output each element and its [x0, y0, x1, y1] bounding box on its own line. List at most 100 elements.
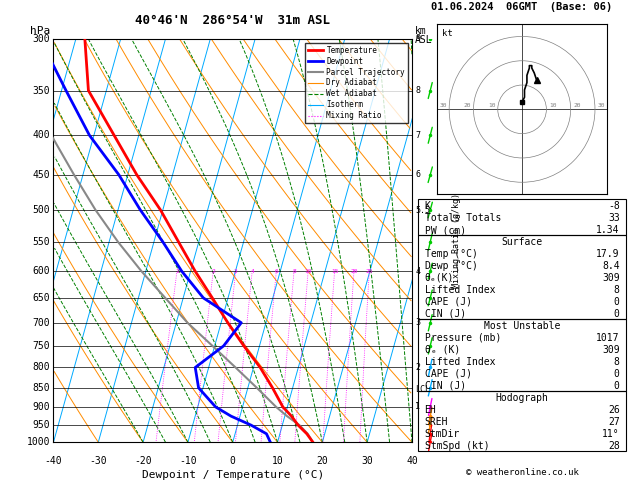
Text: 2: 2 [415, 363, 420, 372]
Text: 450: 450 [33, 170, 50, 180]
Text: 650: 650 [33, 293, 50, 303]
Text: 3: 3 [234, 269, 238, 274]
Text: 309: 309 [602, 273, 620, 283]
Text: 400: 400 [33, 130, 50, 140]
Text: CIN (J): CIN (J) [425, 381, 465, 391]
Text: 20: 20 [573, 103, 581, 108]
Text: 11°: 11° [602, 429, 620, 439]
Text: Surface: Surface [501, 237, 543, 247]
Text: 10: 10 [304, 269, 312, 274]
Text: 4: 4 [250, 269, 254, 274]
Text: Mixing Ratio (g/kg): Mixing Ratio (g/kg) [452, 193, 460, 288]
Text: 9: 9 [415, 35, 420, 43]
Text: 10: 10 [272, 456, 284, 467]
Text: 1: 1 [415, 402, 420, 412]
Text: 8: 8 [614, 357, 620, 367]
Text: 8: 8 [415, 86, 420, 95]
Text: 15: 15 [331, 269, 338, 274]
Text: -40: -40 [45, 456, 62, 467]
Legend: Temperature, Dewpoint, Parcel Trajectory, Dry Adiabat, Wet Adiabat, Isotherm, Mi: Temperature, Dewpoint, Parcel Trajectory… [305, 43, 408, 123]
Text: 0: 0 [614, 297, 620, 307]
Text: 4: 4 [415, 267, 420, 276]
Text: km: km [415, 26, 427, 36]
Text: θₑ (K): θₑ (K) [425, 345, 460, 355]
Text: 1: 1 [175, 269, 179, 274]
Bar [418, 319, 626, 391]
Text: 40: 40 [406, 456, 418, 467]
Text: 350: 350 [33, 86, 50, 96]
Text: Dewp (°C): Dewp (°C) [425, 261, 477, 271]
Text: Lifted Index: Lifted Index [425, 357, 495, 367]
Text: 1.34: 1.34 [596, 225, 620, 235]
Text: -20: -20 [134, 456, 152, 467]
Text: CIN (J): CIN (J) [425, 309, 465, 319]
Text: 6: 6 [415, 170, 420, 179]
Text: θₑ(K): θₑ(K) [425, 273, 454, 283]
Text: 6: 6 [274, 269, 278, 274]
Text: 800: 800 [33, 363, 50, 372]
Text: 30: 30 [439, 103, 447, 108]
Text: 01.06.2024  06GMT  (Base: 06): 01.06.2024 06GMT (Base: 06) [431, 2, 613, 12]
Text: 20: 20 [316, 456, 328, 467]
Text: 26: 26 [608, 405, 620, 415]
Text: © weatheronline.co.uk: © weatheronline.co.uk [465, 468, 579, 477]
Text: Pressure (mb): Pressure (mb) [425, 333, 501, 343]
Text: Lifted Index: Lifted Index [425, 285, 495, 295]
Text: 20: 20 [464, 103, 471, 108]
Text: 309: 309 [602, 345, 620, 355]
Text: 550: 550 [33, 237, 50, 247]
Text: 10: 10 [548, 103, 556, 108]
Text: 2: 2 [211, 269, 215, 274]
Text: 1017: 1017 [596, 333, 620, 343]
Text: -30: -30 [89, 456, 107, 467]
Text: 28: 28 [608, 441, 620, 451]
Text: hPa: hPa [30, 26, 50, 36]
Text: kt: kt [442, 29, 453, 38]
Text: StmSpd (kt): StmSpd (kt) [425, 441, 489, 451]
Text: -10: -10 [179, 456, 197, 467]
Text: 600: 600 [33, 266, 50, 276]
Text: 700: 700 [33, 318, 50, 328]
Text: Most Unstable: Most Unstable [484, 321, 560, 331]
Text: SREH: SREH [425, 417, 448, 427]
Text: PW (cm): PW (cm) [425, 225, 465, 235]
Text: 950: 950 [33, 420, 50, 430]
Text: 8: 8 [292, 269, 296, 274]
Text: 5.5: 5.5 [415, 206, 430, 214]
Bar [418, 391, 626, 451]
Text: 0: 0 [614, 369, 620, 379]
Text: ASL: ASL [415, 35, 433, 45]
Text: 30: 30 [361, 456, 373, 467]
Text: 20: 20 [350, 269, 358, 274]
Bar [418, 199, 626, 235]
Text: StmDir: StmDir [425, 429, 460, 439]
Text: CAPE (J): CAPE (J) [425, 297, 472, 307]
Text: 300: 300 [33, 34, 50, 44]
Bar [418, 235, 626, 319]
Text: 17.9: 17.9 [596, 249, 620, 259]
Text: Hodograph: Hodograph [496, 393, 548, 403]
Text: K: K [425, 201, 430, 211]
Text: 27: 27 [608, 417, 620, 427]
Text: 3: 3 [415, 318, 420, 327]
Text: 7: 7 [415, 131, 420, 140]
Text: LCL: LCL [415, 385, 430, 394]
Text: 10: 10 [488, 103, 496, 108]
Text: 0: 0 [230, 456, 236, 467]
Text: 850: 850 [33, 383, 50, 393]
Text: Totals Totals: Totals Totals [425, 213, 501, 223]
Text: -8: -8 [608, 201, 620, 211]
Text: 25: 25 [365, 269, 373, 274]
Text: 8.4: 8.4 [602, 261, 620, 271]
Text: 0: 0 [614, 381, 620, 391]
Text: EH: EH [425, 405, 437, 415]
Text: CAPE (J): CAPE (J) [425, 369, 472, 379]
Text: Temp (°C): Temp (°C) [425, 249, 477, 259]
Text: 500: 500 [33, 205, 50, 215]
Text: 40°46'N  286°54'W  31m ASL: 40°46'N 286°54'W 31m ASL [135, 14, 330, 27]
Text: Dewpoint / Temperature (°C): Dewpoint / Temperature (°C) [142, 470, 324, 481]
Text: 750: 750 [33, 341, 50, 351]
Text: 8: 8 [614, 285, 620, 295]
Text: 33: 33 [608, 213, 620, 223]
Text: 30: 30 [598, 103, 605, 108]
